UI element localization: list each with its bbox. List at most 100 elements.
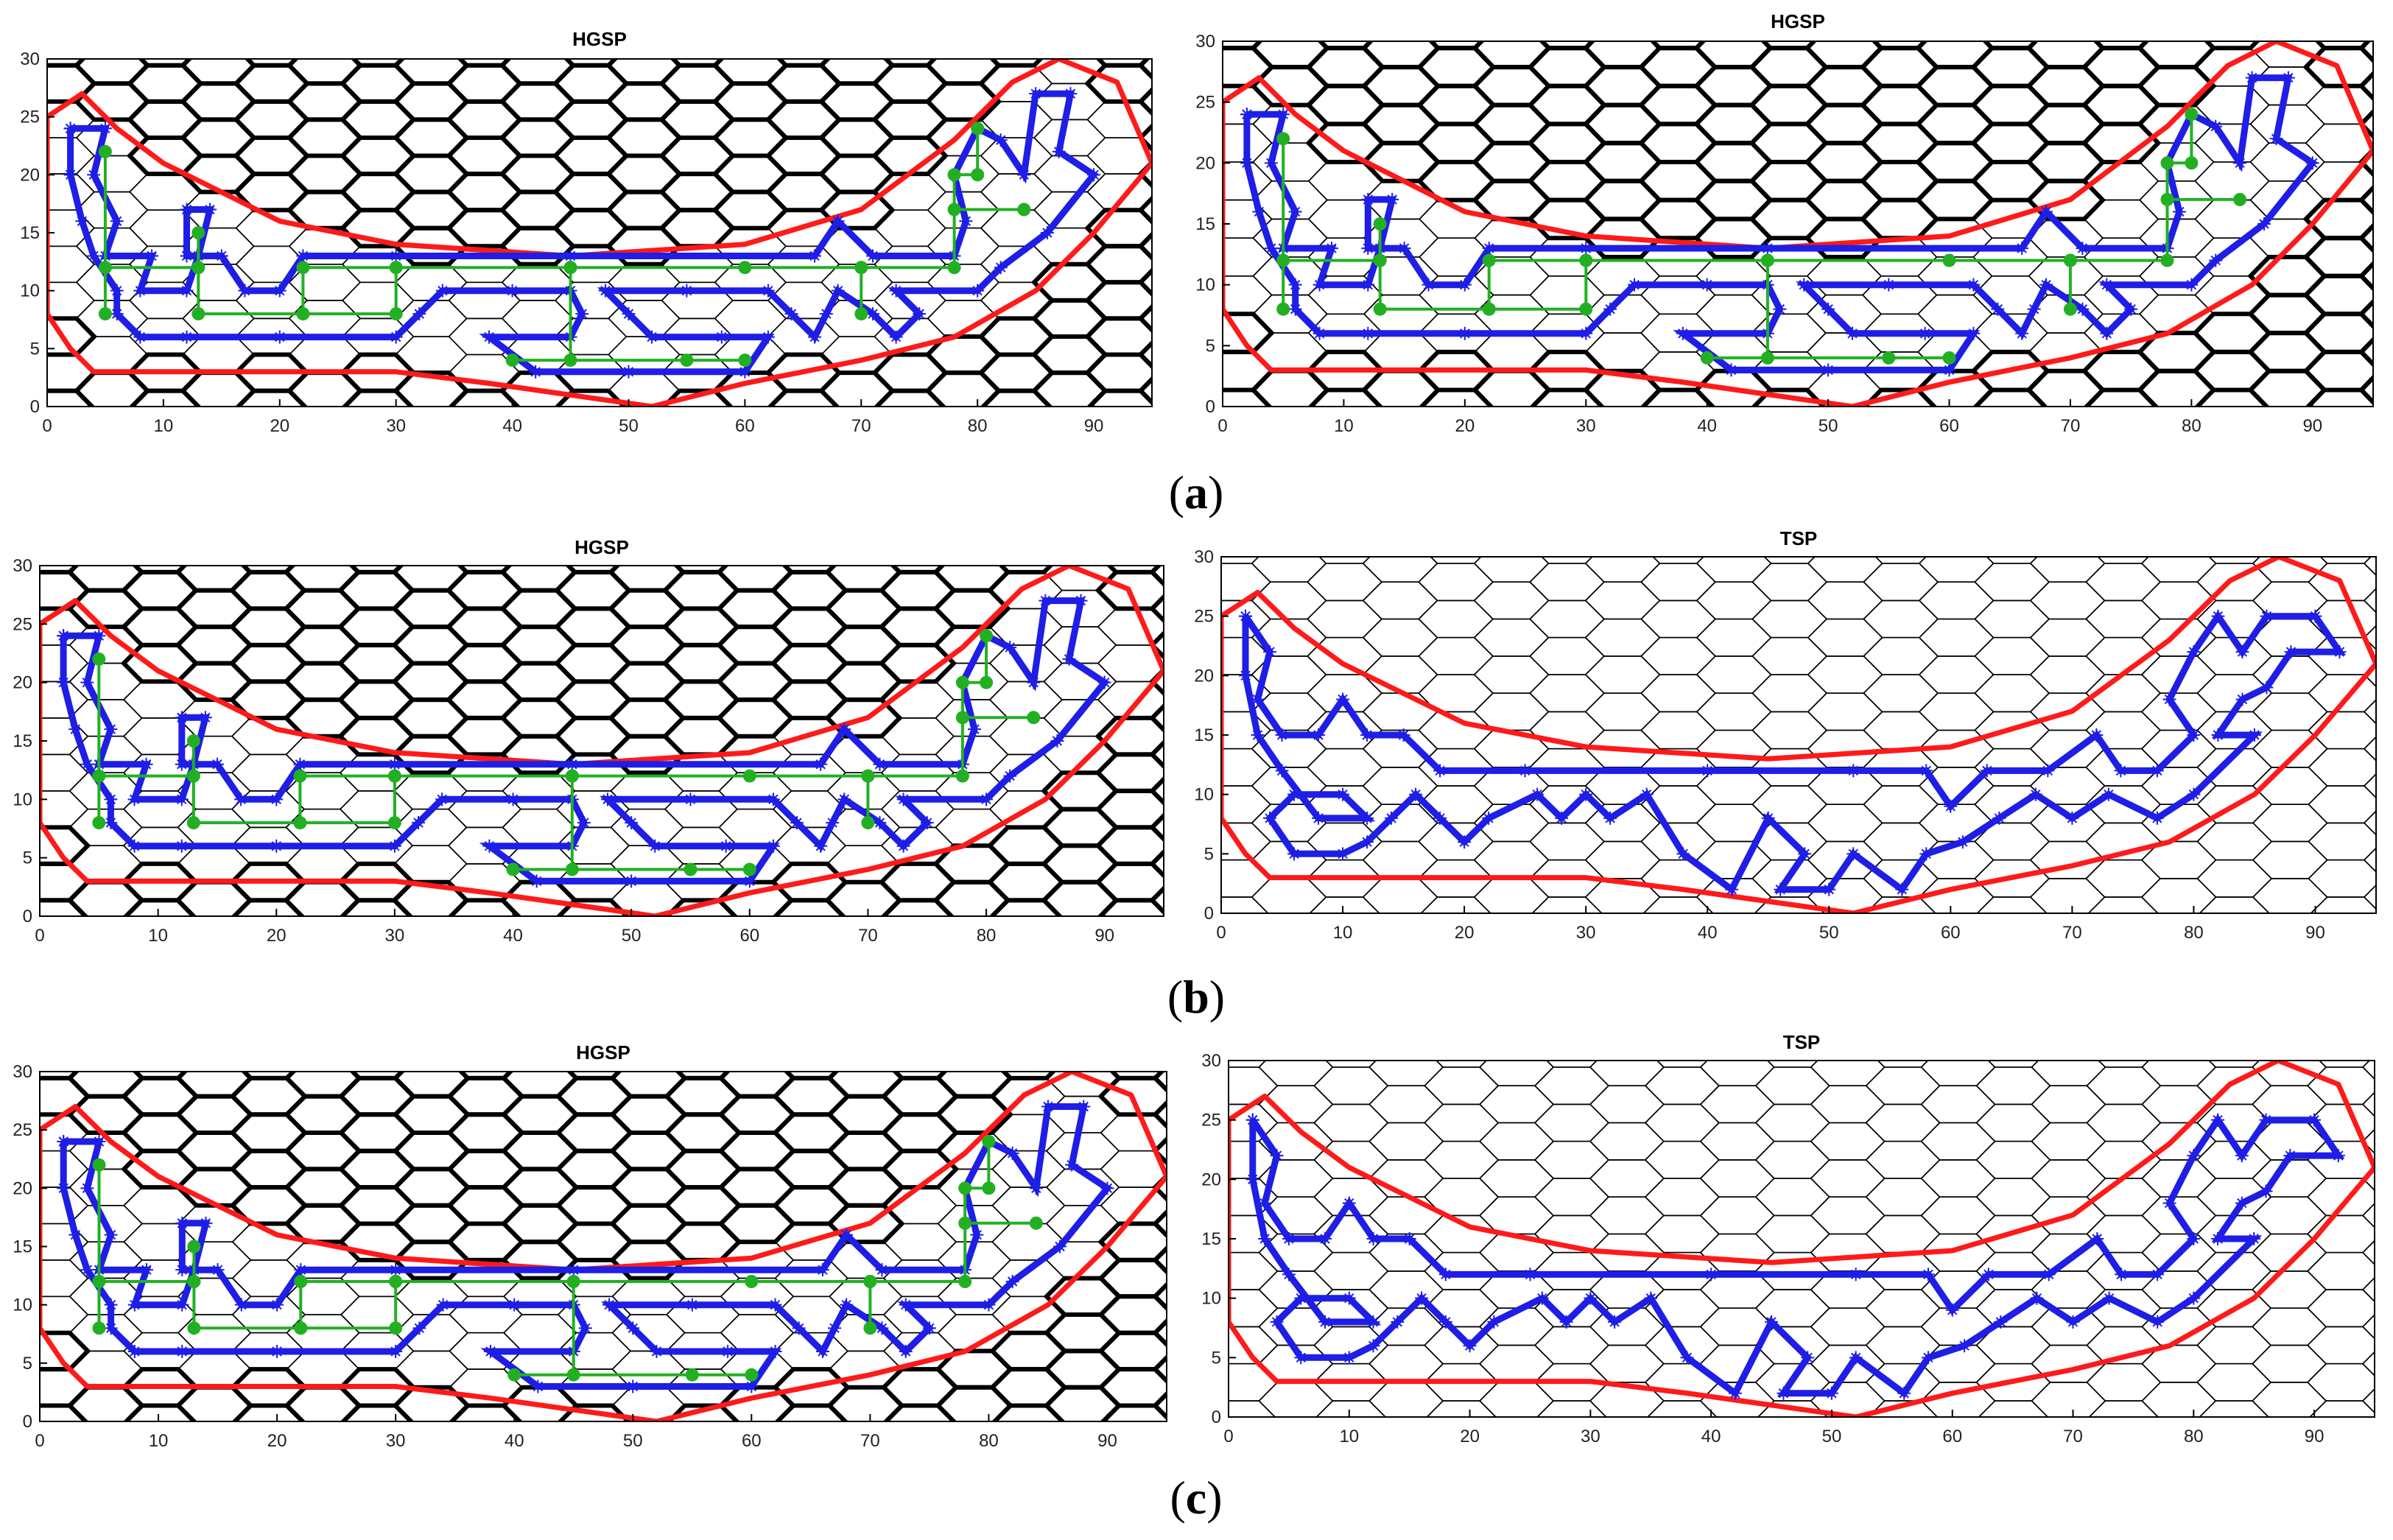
hex-cell	[773, 463, 846, 499]
hex-cell	[1368, 518, 1441, 555]
tree-node	[186, 769, 200, 783]
tree-node	[566, 1368, 580, 1382]
x-tick-label: 70	[2063, 1427, 2083, 1446]
hex-cell	[1369, 1419, 1443, 1456]
waypoint-marker	[2042, 1267, 2056, 1281]
waypoint-marker	[1644, 1291, 1658, 1305]
waypoint-marker	[1458, 835, 1472, 849]
waypoint-marker	[530, 874, 544, 888]
hex-cell	[2031, 1122, 2106, 1161]
tree-node	[389, 1321, 403, 1335]
hex-cell	[1098, 499, 1170, 536]
hex-cell	[2252, 974, 2326, 1011]
y-tick-label: 0	[1212, 1407, 1221, 1427]
hex-cell	[2029, 878, 2106, 913]
hex-cell	[1362, 767, 1438, 805]
waypoint-marker	[1342, 1351, 1356, 1365]
x-tick-label: 40	[1698, 923, 1718, 943]
hex-cell	[1430, 557, 1482, 564]
waypoint-marker	[2211, 1113, 2225, 1127]
hex-cell	[990, 463, 1062, 499]
hex-cell	[1247, 409, 1318, 445]
hex-cell	[1696, 729, 1772, 768]
hex-cell	[1194, 391, 1265, 427]
hex-cell	[1478, 1344, 1555, 1383]
x-tick-label: 60	[1942, 1427, 1962, 1446]
waypoint-marker	[866, 249, 880, 263]
y-tick-label: 30	[1195, 32, 1215, 52]
hex-cell	[1000, 1072, 1056, 1080]
y-tick-label: 25	[20, 108, 40, 127]
hex-cell	[2363, 699, 2376, 725]
y-tick-label: 25	[1195, 93, 1215, 113]
waypoint-marker	[922, 1321, 936, 1335]
x-tick-label: 90	[1084, 416, 1104, 436]
waypoint-marker	[1882, 278, 1896, 292]
waypoint-marker	[1958, 1339, 1972, 1353]
hex-cell	[1307, 452, 1382, 489]
hex-cell	[1044, 481, 1116, 518]
waypoint-marker	[1845, 326, 1859, 340]
hex-cell	[1975, 489, 2049, 526]
waypoint-marker	[1458, 278, 1472, 292]
hex-cell	[1087, 0, 1158, 29]
y-tick-label: 5	[1204, 844, 1214, 864]
hex-cell	[1473, 878, 1550, 913]
waypoint-marker	[1701, 764, 1715, 778]
hex-cell	[233, 969, 305, 1005]
hex-cell	[287, 1424, 359, 1460]
waypoint-marker	[2101, 787, 2115, 801]
waypoint-marker	[2076, 302, 2090, 316]
hex-cell	[1258, 1382, 1334, 1417]
hex-cell	[1362, 840, 1438, 879]
hex-cell	[1533, 1140, 1610, 1179]
waypoint-marker	[2151, 1267, 2165, 1281]
hex-cell	[2361, 1351, 2375, 1376]
waypoint-marker	[784, 307, 798, 321]
tree-node	[98, 307, 112, 321]
hex-cell	[1808, 508, 1883, 545]
waypoint-marker	[2100, 326, 2114, 340]
hex-cell	[2141, 1382, 2217, 1417]
waypoint-marker	[1287, 847, 1301, 861]
hex-cell	[1260, 481, 1332, 518]
hex-cell	[776, 969, 848, 1005]
hex-cell	[1545, 1061, 1598, 1068]
hex-cell	[502, 1314, 577, 1352]
hex-cell	[1473, 557, 1550, 583]
waypoint-marker	[1360, 835, 1374, 849]
hex-cell	[77, 409, 147, 445]
hex-cell	[938, 1424, 1011, 1460]
hex-cell	[1252, 915, 1326, 952]
waypoint-marker	[1264, 156, 1278, 170]
hex-cell	[1315, 499, 1387, 536]
hex-cell	[928, 409, 999, 445]
waypoint-marker	[1821, 363, 1835, 377]
hex-cell	[2308, 674, 2376, 713]
waypoint-marker	[199, 1216, 213, 1230]
hex-cell	[1137, 303, 1152, 334]
waypoint-marker	[1313, 326, 1326, 340]
tree-node	[863, 1321, 877, 1335]
hex-cell	[667, 969, 739, 1005]
hex-cell	[1645, 993, 1719, 1030]
hex-cell	[1754, 1066, 1830, 1105]
y-tick-label: 10	[13, 1295, 32, 1315]
hex-cell	[2358, 71, 2373, 102]
waypoint-marker	[1342, 1291, 1356, 1305]
hex-cell	[1363, 294, 1439, 334]
tree-node	[947, 203, 961, 217]
hex-cell	[2031, 938, 2105, 974]
waypoint-marker	[967, 722, 981, 736]
tree-node	[1276, 253, 1290, 267]
hex-cell	[2358, 222, 2373, 254]
waypoint-marker	[175, 1298, 189, 1312]
hex-cell	[1751, 636, 1828, 675]
hex-cell	[2140, 878, 2217, 913]
hex-cell	[1363, 508, 1438, 545]
waypoint-marker	[1062, 652, 1076, 666]
hex-cell	[1863, 600, 1939, 639]
panel-title: TSP	[1783, 1031, 1821, 1053]
hex-cell	[1865, 1103, 1941, 1142]
waypoint-marker	[920, 816, 934, 830]
